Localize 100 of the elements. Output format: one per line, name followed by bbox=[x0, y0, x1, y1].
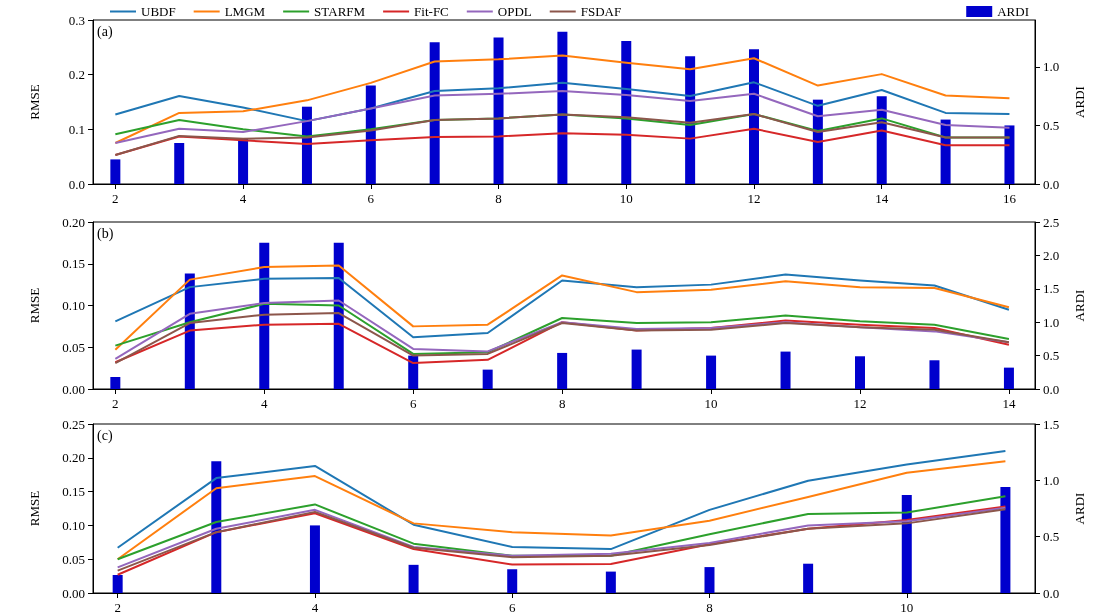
y-axis-title: RMSE bbox=[27, 490, 42, 527]
legend-label: ARDI bbox=[997, 4, 1029, 19]
y-tick-label: 0.20 bbox=[62, 214, 85, 230]
y-tick-label: 0.05 bbox=[62, 339, 85, 355]
bar bbox=[507, 569, 518, 593]
bar bbox=[110, 159, 121, 184]
y2-tick-label: 2.5 bbox=[1043, 214, 1060, 230]
x-tick-label: 2 bbox=[112, 396, 119, 411]
bar bbox=[685, 56, 696, 184]
legend-label: OPDL bbox=[497, 4, 532, 19]
bar bbox=[557, 31, 568, 184]
bar bbox=[1004, 125, 1015, 184]
bar bbox=[482, 369, 493, 389]
bar bbox=[855, 356, 865, 389]
x-tick-label: 4 bbox=[239, 191, 247, 206]
annotation: (a) bbox=[97, 23, 113, 40]
annotation: (b) bbox=[97, 225, 114, 242]
bar bbox=[929, 360, 940, 389]
y2-tick-label: 0.5 bbox=[1043, 117, 1060, 133]
y2-axis-title: ARDI bbox=[1072, 492, 1087, 525]
bar bbox=[706, 355, 717, 389]
bar bbox=[493, 37, 504, 184]
x-tick-label: 2 bbox=[114, 600, 121, 614]
y2-tick-label: 0.0 bbox=[1043, 381, 1060, 397]
y2-axis-title: ARDI bbox=[1072, 86, 1087, 118]
line-series bbox=[114, 264, 1010, 351]
x-tick-label: 6 bbox=[409, 396, 417, 411]
x-tick-label: 14 bbox=[875, 191, 889, 206]
y2-tick-label: 0.5 bbox=[1043, 348, 1060, 364]
x-tick-label: 4 bbox=[261, 396, 269, 411]
y2-tick-label: 2.0 bbox=[1043, 247, 1060, 263]
y-tick-label: 0.1 bbox=[68, 121, 85, 137]
annotation: (c) bbox=[97, 427, 113, 444]
x-tick-label: 10 bbox=[900, 600, 914, 614]
bar bbox=[605, 571, 616, 593]
y-tick-label: 0.0 bbox=[68, 176, 85, 192]
y-tick-label: 0.00 bbox=[62, 585, 85, 601]
y-axis-title: RMSE bbox=[27, 84, 42, 120]
bar bbox=[1000, 487, 1011, 593]
x-tick-label: 6 bbox=[367, 191, 375, 206]
line-series bbox=[114, 113, 1011, 157]
y2-tick-label: 1.0 bbox=[1043, 472, 1060, 488]
legend-label: FSDAF bbox=[580, 4, 622, 19]
y-tick-label: 0.25 bbox=[62, 416, 85, 432]
y-tick-label: 0.3 bbox=[68, 12, 85, 28]
x-tick-label: 8 bbox=[706, 600, 713, 614]
bar bbox=[333, 242, 344, 389]
bar bbox=[408, 564, 419, 593]
bar bbox=[780, 351, 791, 389]
y-tick-label: 0.10 bbox=[62, 517, 85, 533]
y-tick-label: 0.15 bbox=[62, 256, 85, 272]
line-series bbox=[116, 450, 1007, 551]
bar bbox=[940, 119, 951, 184]
y2-tick-label: 1.5 bbox=[1043, 416, 1060, 432]
y2-axis-title: ARDI bbox=[1072, 289, 1087, 322]
line-series bbox=[114, 90, 1011, 144]
bar bbox=[110, 376, 121, 389]
x-tick-label: 12 bbox=[747, 191, 761, 206]
line-series bbox=[114, 54, 1011, 144]
y2-tick-label: 0.0 bbox=[1043, 585, 1060, 601]
x-tick-label: 10 bbox=[704, 396, 718, 411]
bar bbox=[749, 49, 759, 184]
y2-tick-label: 1.0 bbox=[1043, 314, 1060, 330]
y2-tick-label: 1.5 bbox=[1043, 281, 1060, 297]
legend-label: STARFM bbox=[314, 4, 366, 19]
y-axis-title: RMSE bbox=[27, 287, 42, 324]
line-series bbox=[114, 81, 1011, 123]
x-tick-label: 10 bbox=[619, 191, 633, 206]
x-tick-label: 8 bbox=[495, 191, 502, 206]
bar bbox=[408, 355, 419, 389]
x-tick-label: 4 bbox=[311, 600, 319, 614]
bar bbox=[1003, 367, 1014, 389]
x-tick-label: 6 bbox=[508, 600, 516, 614]
y-tick-label: 0.15 bbox=[62, 484, 85, 500]
legend-label: Fit-FC bbox=[414, 4, 449, 19]
bar bbox=[309, 525, 320, 593]
bar bbox=[621, 41, 632, 184]
y2-tick-label: 1.0 bbox=[1043, 59, 1060, 75]
bar bbox=[704, 567, 715, 593]
x-tick-label: 2 bbox=[112, 191, 119, 206]
bar bbox=[901, 494, 912, 593]
line-series bbox=[116, 460, 1007, 561]
y-tick-label: 0.05 bbox=[62, 551, 85, 567]
y2-tick-label: 0.0 bbox=[1043, 176, 1060, 192]
bar bbox=[557, 352, 568, 389]
bar bbox=[238, 138, 249, 184]
x-tick-label: 12 bbox=[853, 396, 867, 411]
y-tick-label: 0.00 bbox=[62, 381, 85, 397]
bar bbox=[803, 563, 814, 593]
y-tick-label: 0.10 bbox=[62, 298, 85, 313]
bar bbox=[259, 242, 270, 389]
bar bbox=[429, 42, 440, 184]
bar bbox=[174, 143, 185, 184]
bar bbox=[112, 574, 123, 593]
y2-tick-label: 0.5 bbox=[1043, 529, 1060, 545]
bar bbox=[365, 85, 376, 184]
legend-label: UBDF bbox=[141, 4, 176, 19]
x-tick-label: 8 bbox=[558, 396, 566, 411]
x-tick-label: 16 bbox=[1002, 191, 1017, 206]
bar bbox=[631, 349, 642, 389]
